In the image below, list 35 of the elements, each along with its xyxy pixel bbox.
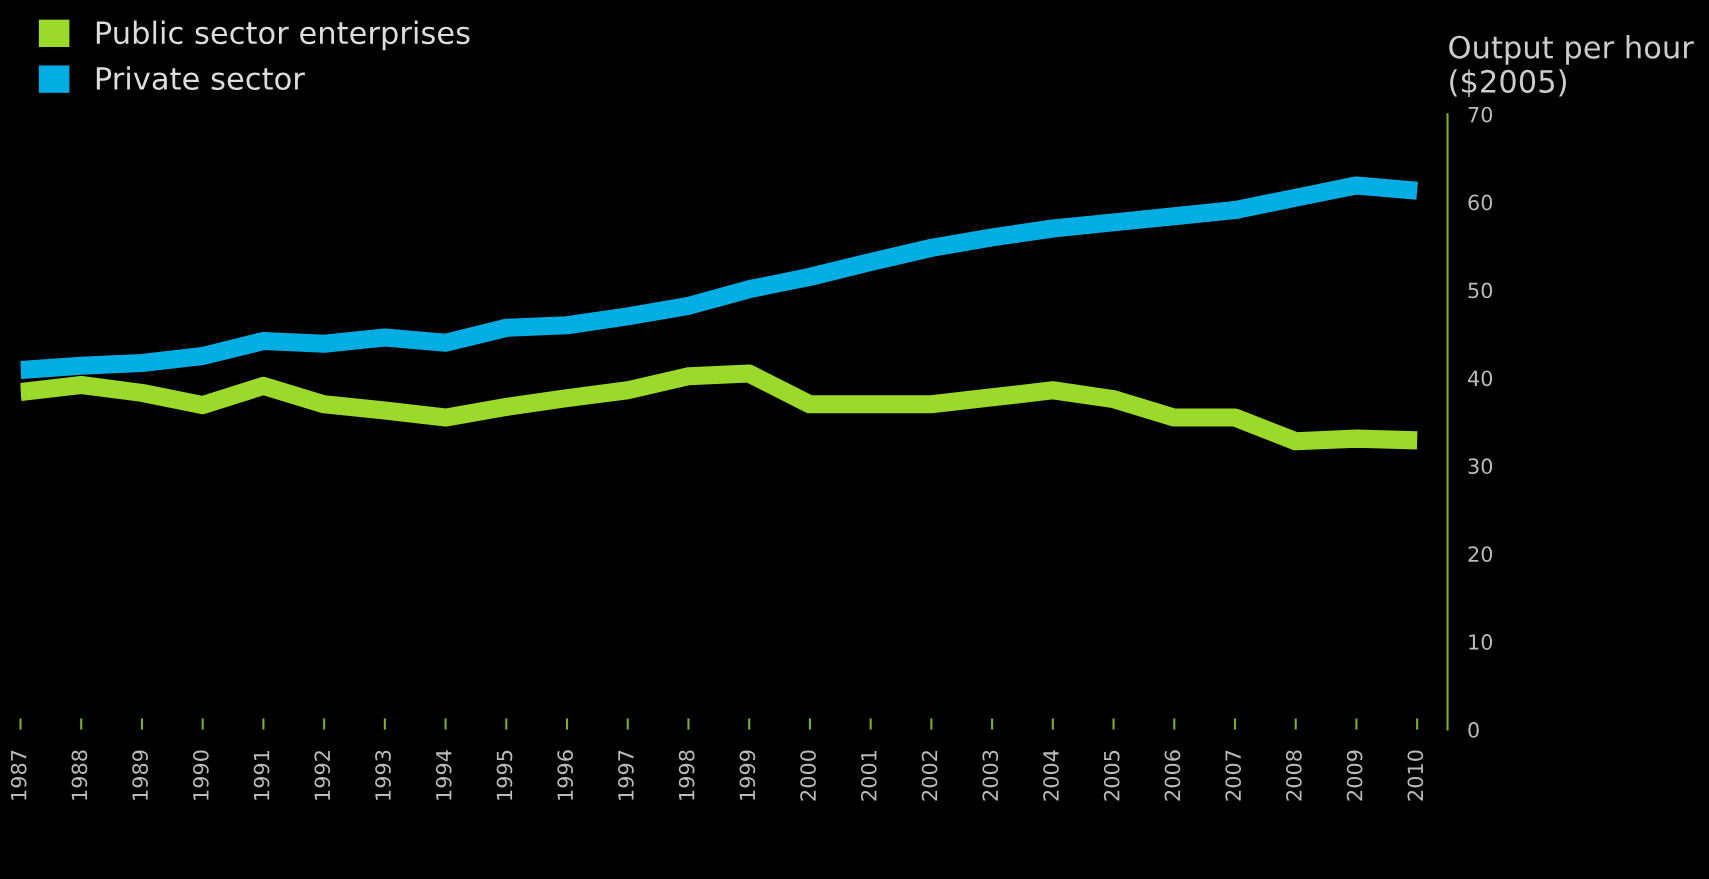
y-tick-label: 30 (1468, 458, 1493, 475)
x-tick-label: 1989 (132, 750, 148, 800)
x-tick-label: 2005 (1103, 750, 1120, 801)
y-tick-label: 20 (1468, 546, 1493, 562)
x-tick-label: 1987 (10, 750, 27, 800)
x-tick-label: 1996 (557, 750, 574, 800)
legend-label: Private sector (96, 66, 305, 91)
x-tick-label: 2006 (1164, 750, 1181, 801)
y-tick-label: 70 (1468, 106, 1493, 123)
x-tick-label: 2001 (860, 750, 877, 801)
x-tick-label: 2010 (1407, 750, 1424, 801)
x-tick-label: 2000 (800, 750, 816, 801)
legend-label: Public sector enterprises (96, 20, 470, 51)
x-tick-label: 1999 (739, 750, 756, 800)
x-tick-label: 1993 (375, 750, 391, 800)
x-tick-label: 2003 (982, 750, 999, 801)
x-tick-label: 1994 (435, 750, 452, 800)
x-tick-label: 1997 (618, 750, 634, 800)
y-tick-label: 60 (1468, 194, 1493, 211)
y-tick-label: 50 (1468, 282, 1493, 299)
y-tick-label: 10 (1469, 634, 1493, 650)
y-tick-label: 0 (1468, 722, 1479, 738)
x-tick-label: 1988 (71, 750, 88, 800)
x-tick-label: 2002 (921, 751, 938, 801)
x-tick-label: 2009 (1346, 750, 1363, 801)
x-tick-label: 2007 (1225, 750, 1242, 801)
x-tick-label: 1990 (192, 750, 209, 800)
x-tick-label: 2004 (1043, 750, 1059, 801)
x-tick-label: 2008 (1286, 750, 1302, 801)
y-axis-title: Output per hour ($2005) (1449, 35, 1694, 98)
y-tick-label: 40 (1467, 370, 1493, 387)
x-tick-label: 1992 (314, 751, 331, 800)
x-tick-label: 1995 (496, 750, 513, 800)
x-tick-label: 1991 (253, 750, 270, 800)
x-tick-label: 1998 (678, 750, 695, 800)
